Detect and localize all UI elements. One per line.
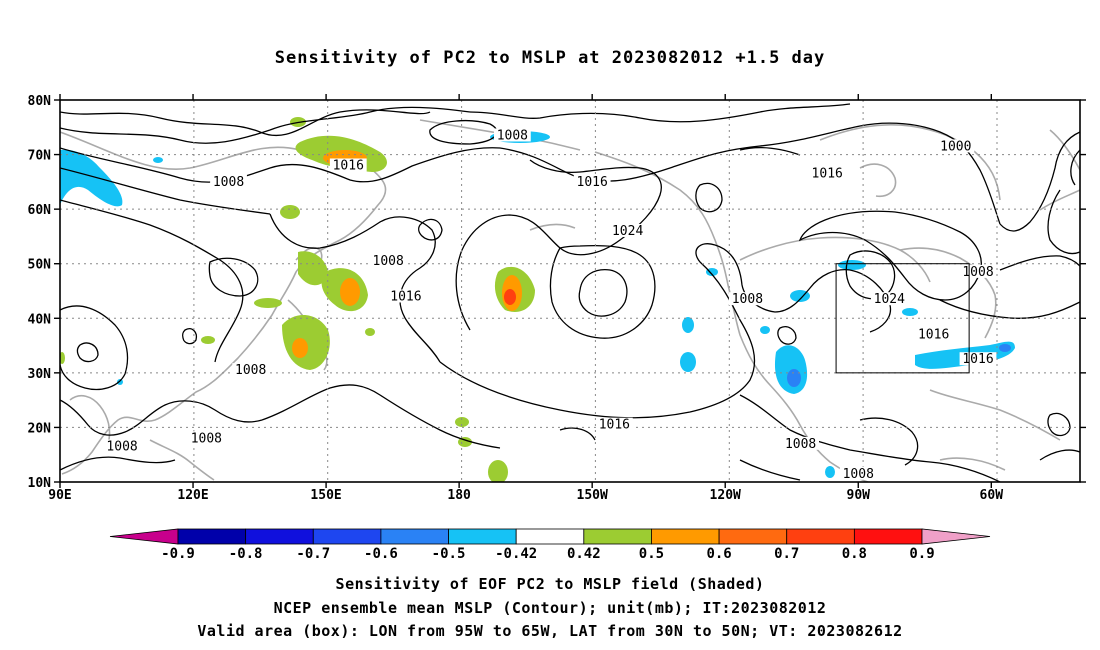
contour-label-background xyxy=(573,174,611,188)
contour-label: 1016 xyxy=(390,289,421,304)
contour-label-background xyxy=(493,128,531,142)
map-frame xyxy=(59,99,1081,483)
caption-shaded: Sensitivity of EOF PC2 to MSLP field (Sh… xyxy=(335,575,765,593)
contour-labels: 1008 1000 1016 1016 1016 1008 1024 1008 1008 1016… xyxy=(103,128,997,482)
lat-label: 60N xyxy=(28,203,52,218)
colorbar-swatch xyxy=(245,528,314,545)
lat-label: 40N xyxy=(28,312,52,327)
lat-label: 20N xyxy=(28,421,52,436)
contour-label-background xyxy=(609,223,647,237)
contour-label-background xyxy=(369,253,407,267)
colorbar-label: -0.9 xyxy=(161,546,195,562)
contour-label: 1024 xyxy=(612,224,643,239)
colorbar-swatch xyxy=(312,528,382,545)
contour-label-background xyxy=(937,139,975,153)
lat-label: 70N xyxy=(28,149,52,164)
lon-label: 90W xyxy=(847,488,871,503)
map-title: Sensitivity of PC2 to MSLP at 2023082012… xyxy=(274,48,826,68)
contour-label: 1000 xyxy=(940,139,971,154)
contour-label: 1016 xyxy=(812,167,843,182)
lat-label: 50N xyxy=(28,258,52,273)
contour-label: 1016 xyxy=(577,175,608,190)
contour-label: 1008 xyxy=(373,254,404,269)
contour-label-background xyxy=(329,158,367,172)
colorbar-label: -0.6 xyxy=(364,546,398,562)
colorbar-low-triangle xyxy=(109,528,179,545)
lat-label: 30N xyxy=(28,367,52,382)
lat-label: 80N xyxy=(28,94,52,109)
colorbar-label: 0.6 xyxy=(706,546,731,562)
lon-label: 150E xyxy=(310,488,341,503)
contour-label: 1008 xyxy=(962,265,993,280)
contour-label-background xyxy=(915,327,953,341)
colorbar-high-triangle xyxy=(921,528,991,545)
contour-label: 1008 xyxy=(235,363,266,378)
latitude-axis: 80N 70N 60N 50N 40N 30N 20N 10N xyxy=(28,94,1086,491)
colorbar-label: -0.7 xyxy=(296,546,330,562)
colorbar-label: 0.5 xyxy=(639,546,664,562)
contour-label: 1016 xyxy=(962,352,993,367)
lon-label: 120W xyxy=(710,488,741,503)
colorbar-swatch xyxy=(515,528,585,545)
colorbar-swatch xyxy=(583,528,652,545)
caption-valid-area: Valid area (box): LON from 95W to 65W, L… xyxy=(197,622,903,640)
longitude-axis: 90E 120E 150E 180 150W 120W 90W 60W xyxy=(48,94,1003,503)
colorbar-swatch xyxy=(448,528,517,545)
contour-label: 1008 xyxy=(191,431,222,446)
valid-area-box xyxy=(835,263,970,374)
contour-label: 1016 xyxy=(333,158,364,173)
lon-label: 150W xyxy=(577,488,608,503)
caption-contour: NCEP ensemble mean MSLP (Contour); unit(… xyxy=(273,599,827,617)
colorbar-swatch xyxy=(651,528,720,545)
colorbar-swatch xyxy=(177,528,247,545)
colorbar-swatch xyxy=(380,528,449,545)
coastlines xyxy=(60,119,1080,482)
contour-label-background xyxy=(232,363,270,377)
contour-label-background xyxy=(808,166,846,180)
sensitivity-shading xyxy=(60,117,1015,482)
contour-label-background xyxy=(387,289,425,303)
contour-label: 1008 xyxy=(785,437,816,452)
contour-label: 1016 xyxy=(599,418,630,433)
colorbar-label: 0.7 xyxy=(774,546,799,562)
contour-label-background xyxy=(595,417,633,431)
colorbar-swatch xyxy=(786,528,855,545)
contour-label-background xyxy=(103,439,141,453)
colorbar-label: 0.42 xyxy=(567,546,601,562)
contour-label: 1008 xyxy=(843,467,874,482)
colorbar-label: -0.42 xyxy=(495,546,537,562)
colorbar-swatch xyxy=(853,528,923,545)
colorbar: -0.9 -0.8 -0.7 -0.6 -0.5 -0.42 0.42 0.5 0.6 0.7 0.… xyxy=(109,528,991,562)
mslp-contours xyxy=(60,103,1080,482)
contour-label-background xyxy=(210,174,247,188)
lon-label: 180 xyxy=(447,488,471,503)
contour-label: 1008 xyxy=(497,128,528,143)
lat-label: 10N xyxy=(28,476,52,491)
colorbar-label: 0.9 xyxy=(909,546,934,562)
grid-lines xyxy=(60,100,1080,482)
lon-label: 60W xyxy=(980,488,1004,503)
contour-label-background xyxy=(839,466,877,480)
contour-label: 1008 xyxy=(213,175,244,190)
contour-label: 1008 xyxy=(106,440,137,455)
contour-label-background xyxy=(187,431,225,445)
contour-label: 1016 xyxy=(918,328,949,343)
lon-label: 120E xyxy=(177,488,208,503)
contour-label-background xyxy=(870,292,908,306)
colorbar-label: -0.5 xyxy=(432,546,466,562)
contour-label: 1024 xyxy=(874,292,905,307)
contour-label-background xyxy=(728,292,766,306)
contour-label: 1008 xyxy=(732,292,763,307)
colorbar-swatch xyxy=(718,528,788,545)
contour-label-background xyxy=(782,436,820,450)
colorbar-label: -0.8 xyxy=(229,546,263,562)
colorbar-label: 0.8 xyxy=(842,546,867,562)
lon-label: 90E xyxy=(48,488,71,503)
